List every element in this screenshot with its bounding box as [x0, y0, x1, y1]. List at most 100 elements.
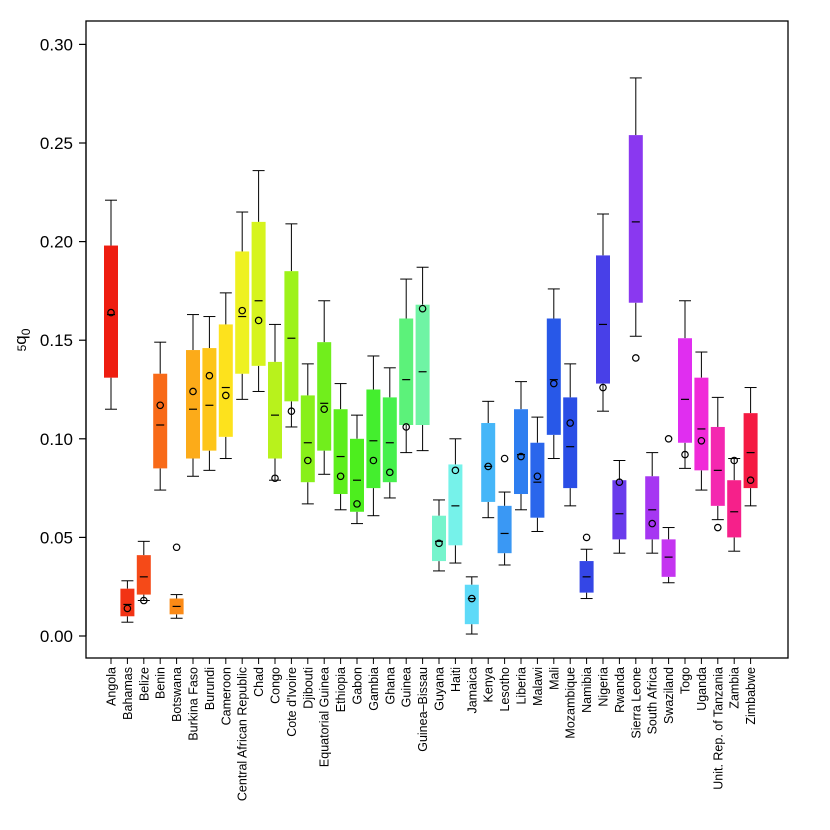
observed-point: [336, 472, 345, 481]
x-tick-label: Kenya: [482, 667, 496, 702]
box-gabon: [350, 414, 364, 525]
observed-point: [615, 478, 624, 486]
observed-point: [418, 304, 427, 313]
box-iqr: [415, 304, 430, 425]
x-tick-label: Guinea–Bissau: [416, 667, 430, 752]
observed-point: [271, 474, 279, 483]
y-axis: 0.00 0.05 0.10 0.15 0.20 0.25 0.30: [40, 35, 87, 646]
observed-point: [320, 405, 329, 414]
box-iqr: [218, 324, 233, 437]
box-iqr: [694, 377, 709, 471]
svg-text:5q0: 5q0: [11, 328, 33, 351]
observed-point: [172, 543, 181, 552]
x-tick-label: South Africa: [646, 667, 660, 734]
x-tick-label: Benin: [154, 667, 168, 699]
box-namibia: [579, 533, 594, 600]
observed-point: [664, 434, 673, 443]
box-guinea-bissau: [415, 266, 430, 452]
x-tick-label: Congo: [269, 667, 283, 704]
box-iqr: [235, 251, 250, 374]
box-chad: [251, 170, 266, 392]
x-tick-label: Sierra Leone: [629, 667, 643, 739]
box-iqr: [514, 409, 528, 495]
box-kenya: [481, 400, 496, 519]
observed-point: [599, 383, 607, 392]
y-axis-label-post: 0: [19, 328, 33, 335]
x-tick-label: Zimbabwe: [744, 667, 758, 725]
box-iqr: [727, 480, 742, 538]
box-mozambique: [563, 363, 578, 507]
box-iqr: [284, 271, 299, 402]
observed-point: [123, 604, 132, 613]
x-tick-label: Cameroon: [219, 667, 233, 725]
box-belize: [136, 540, 151, 605]
y-tick-label: 0.20: [40, 233, 73, 252]
x-tick-label: Central African Republic: [236, 667, 250, 801]
observed-point: [517, 452, 525, 461]
observed-point: [140, 596, 148, 605]
box-ethiopia: [333, 383, 348, 511]
box-iqr: [645, 476, 660, 540]
box-guinea: [399, 278, 414, 454]
y-tick-label: 0.15: [40, 331, 73, 350]
x-tick-label: Equatorial Guinea: [318, 667, 332, 767]
box-iqr: [333, 409, 348, 495]
observed-point: [566, 419, 575, 427]
x-tick-label: Chad: [252, 667, 266, 697]
y-tick-label: 0.05: [40, 528, 73, 547]
observed-point: [435, 539, 443, 548]
box-burundi: [202, 316, 217, 471]
box-iqr: [481, 423, 496, 502]
observed-point: [746, 476, 755, 485]
x-tick-label: Rwanda: [613, 667, 627, 713]
observed-point: [369, 456, 378, 465]
box-cote-d-ivoire: [284, 223, 299, 428]
x-tick-label: Cote d'Ivoire: [285, 667, 299, 737]
box-iqr: [300, 395, 315, 483]
box-south-africa: [645, 452, 660, 554]
box-iqr: [251, 221, 266, 366]
observed-point: [402, 423, 411, 431]
box-malawi: [530, 416, 545, 532]
box-benin: [153, 341, 168, 491]
observed-point: [451, 466, 460, 475]
observed-point: [107, 308, 115, 317]
x-tick-label: Togo: [679, 667, 693, 694]
box-botswana: [169, 543, 184, 619]
box-unit-rep-of-tanzania: [710, 396, 725, 532]
box-iqr: [136, 555, 151, 595]
x-tick-label: Malawi: [531, 667, 545, 706]
x-tick-label: Gambia: [367, 667, 381, 711]
box-iqr: [432, 515, 446, 562]
box-iqr: [448, 464, 463, 546]
observed-point: [467, 594, 476, 603]
box-swaziland: [661, 434, 676, 584]
box-jamaica: [464, 576, 479, 635]
observed-point: [533, 472, 542, 481]
x-tick-label: Burkina Faso: [187, 667, 201, 741]
x-tick-label: Guyana: [433, 667, 447, 711]
observed-point: [500, 454, 509, 463]
x-tick-label: Botswana: [170, 667, 184, 722]
x-tick-label: Liberia: [515, 667, 529, 705]
box-zambia: [727, 456, 742, 552]
box-cameroon: [218, 292, 233, 460]
x-tick-label: Angola: [105, 667, 119, 706]
box-iqr: [464, 584, 479, 625]
box-congo: [268, 323, 282, 483]
observed-point: [385, 468, 394, 477]
box-iqr: [563, 397, 578, 489]
box-iqr: [546, 318, 561, 435]
y-axis-label-sub: 5: [15, 344, 29, 351]
box-lesotho: [497, 454, 512, 566]
x-tick-label: Ethiopia: [334, 667, 348, 712]
box-rwanda: [612, 459, 627, 554]
x-tick-label: Mali: [547, 667, 561, 690]
x-axis: Angola Bahamas Belize Benin Botswana Burkina …: [105, 657, 758, 801]
y-tick-label: 0.30: [40, 35, 73, 54]
box-mali: [546, 288, 561, 460]
x-tick-label: Ghana: [383, 667, 397, 705]
x-tick-label: Mozambique: [564, 667, 578, 739]
box-haiti: [448, 438, 463, 564]
